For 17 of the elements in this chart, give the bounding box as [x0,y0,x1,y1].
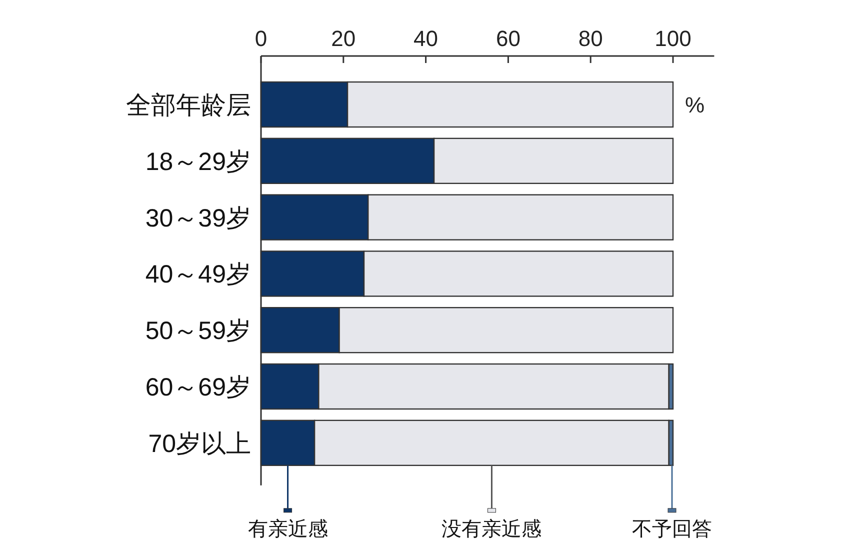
legend-label: 不予回答 [632,518,712,540]
x-tick-label: 40 [414,26,438,51]
y-tick-label: 18～29岁 [145,148,251,176]
x-tick-label: 20 [331,26,356,51]
x-tick-label: 80 [578,26,603,51]
x-tick-label: 100 [654,26,692,51]
y-tick-label: 70岁以上 [148,430,251,458]
legend-label: 没有亲近感 [442,518,542,540]
y-tick-label: 60～69岁 [145,374,251,402]
annotation: % [685,92,705,118]
y-tick-label: 40～49岁 [145,260,251,289]
y-tick-label: 50～59岁 [145,317,251,346]
y-tick-label: 全部年龄层 [126,92,251,120]
x-tick-label: 60 [496,26,520,51]
y-tick-label: 30～39岁 [145,204,251,232]
x-tick-label: 0 [254,26,268,51]
legend-label: 有亲近感 [248,518,328,540]
